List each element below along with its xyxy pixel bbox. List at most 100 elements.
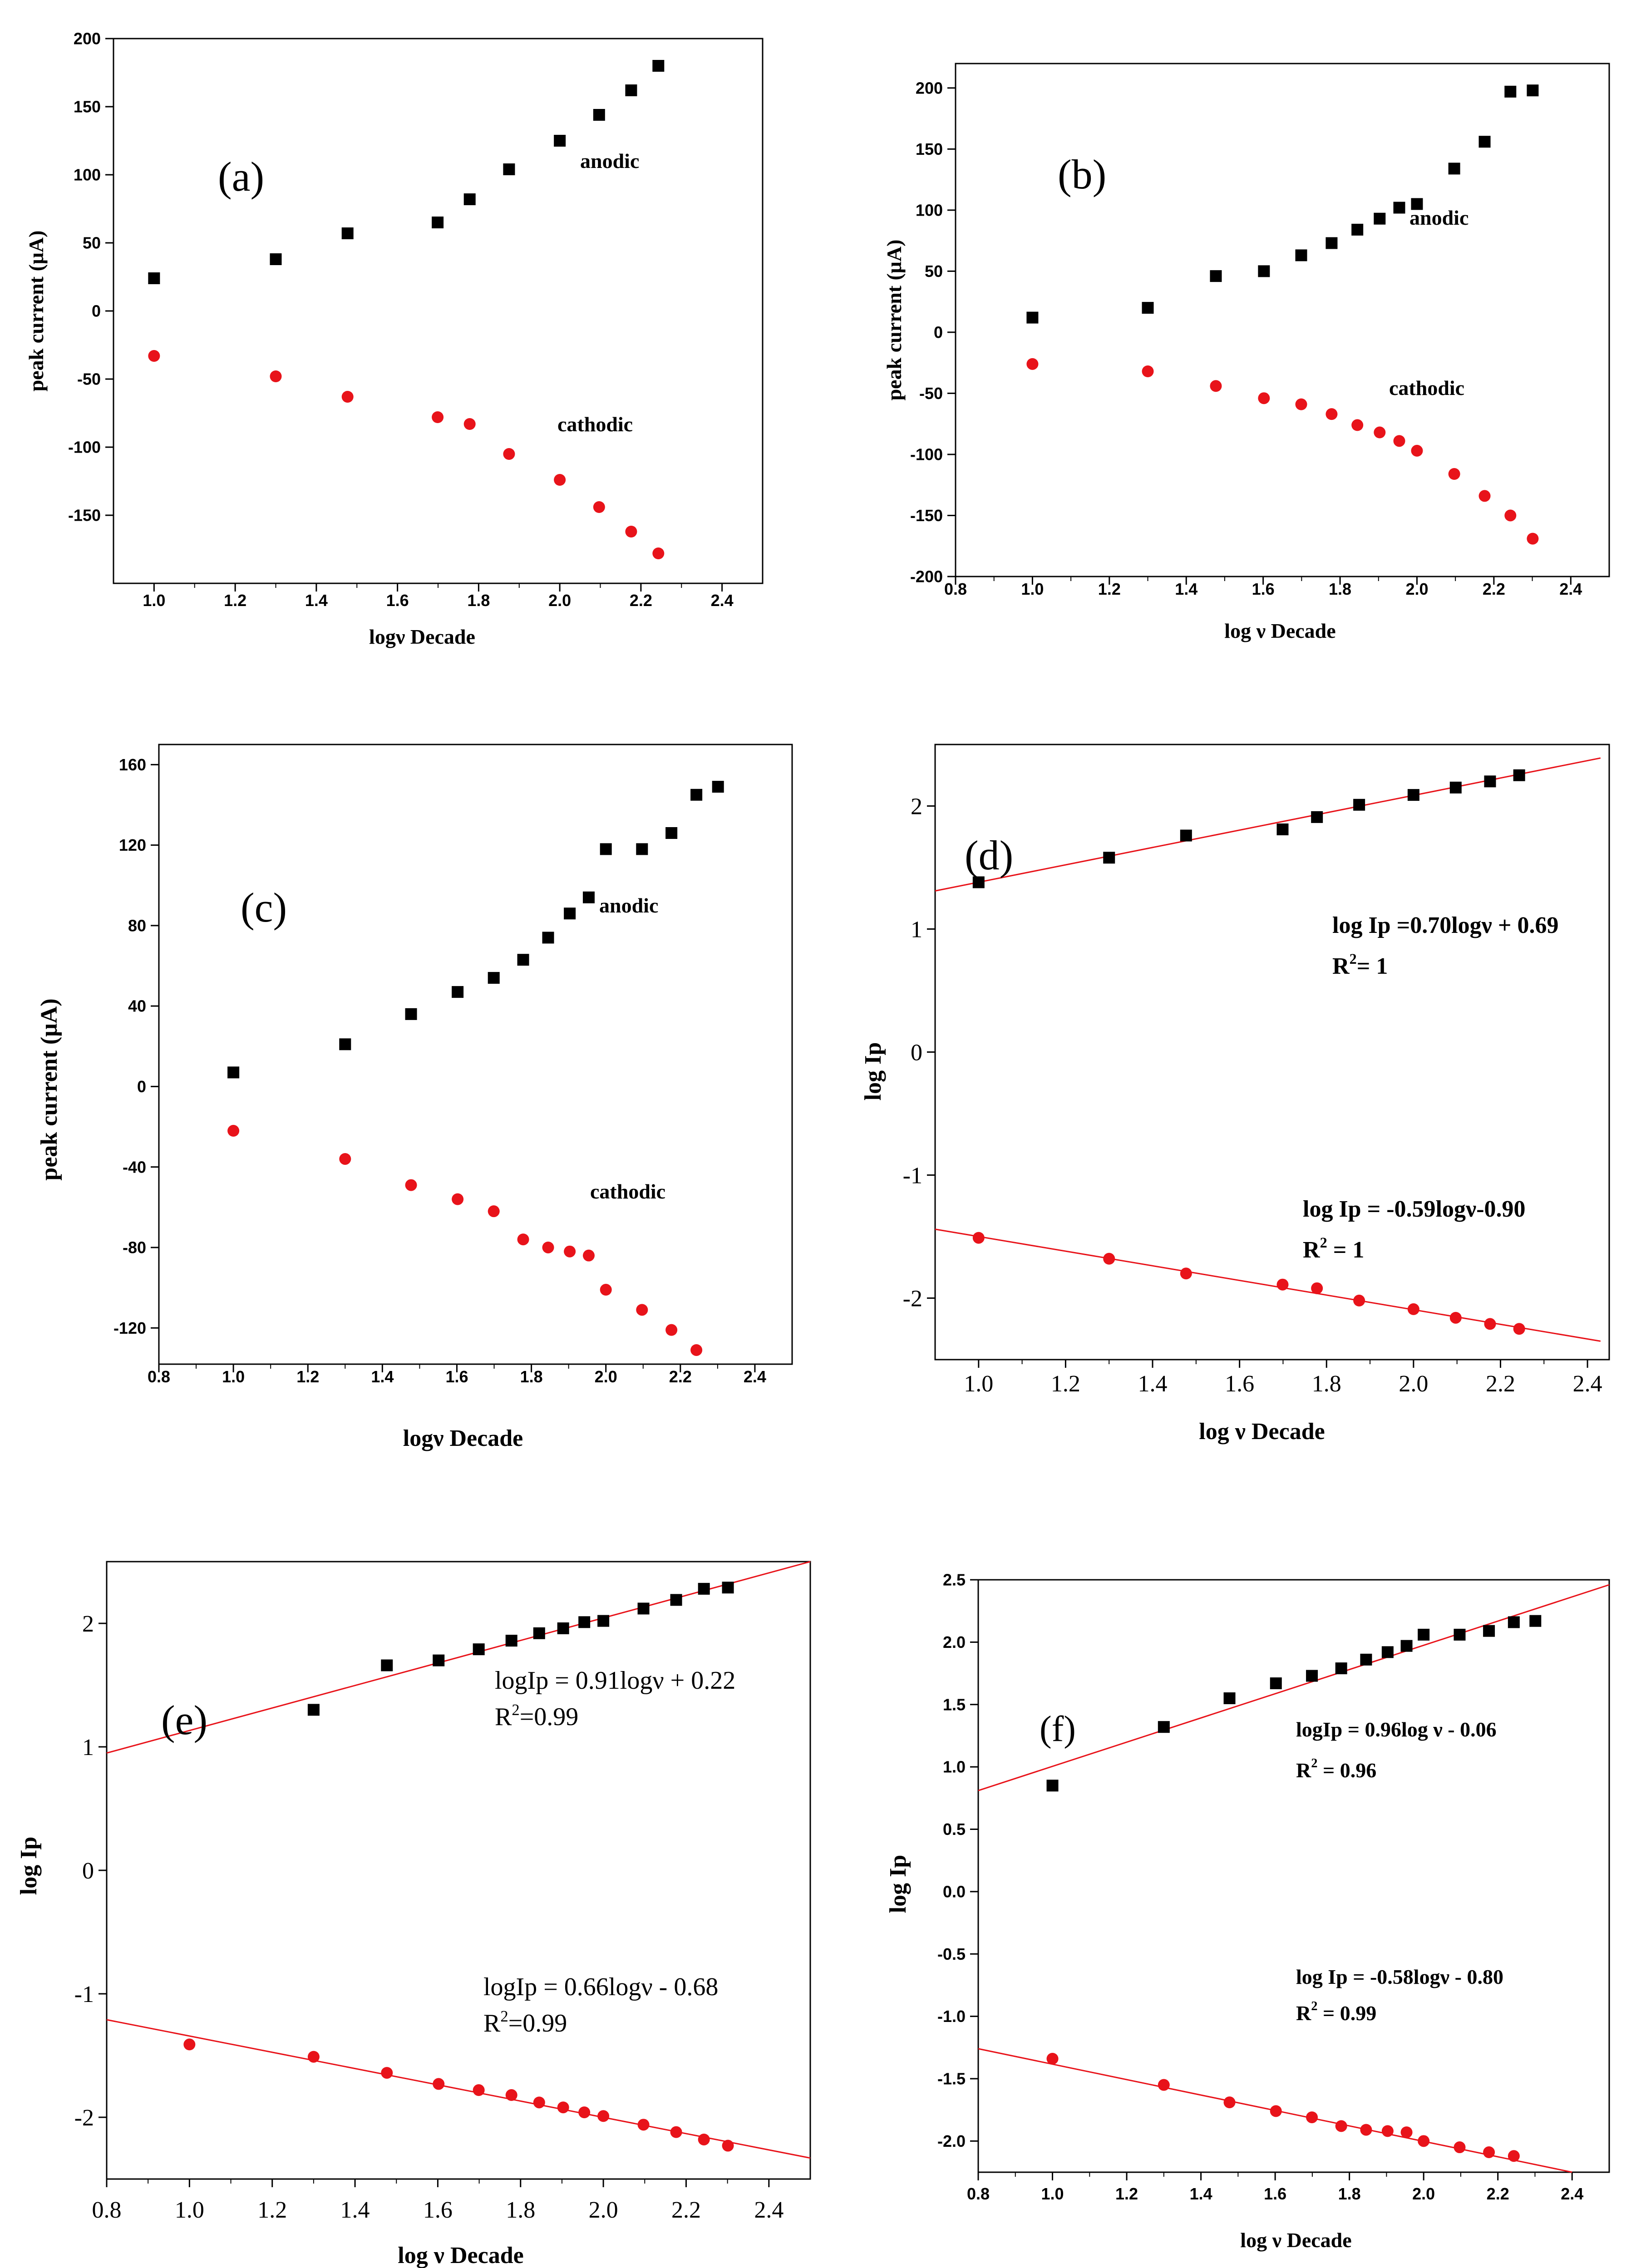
x-tick-label: 1.8: [520, 1367, 543, 1386]
panel-label: (f): [1040, 1709, 1076, 1749]
data-point-cathodic: [1508, 2150, 1520, 2162]
data-point-anodic: [1223, 1692, 1236, 1704]
data-point-cathodic: [554, 474, 566, 486]
data-point-anodic: [557, 1622, 569, 1634]
data-point-cathodic: [542, 1241, 554, 1253]
data-point-anodic: [1306, 1670, 1318, 1682]
data-point-cathodic: [1381, 2125, 1394, 2137]
x-tick-label: 2.2: [1483, 580, 1505, 598]
data-point-cathodic: [503, 448, 515, 460]
y-tick-label: 0.5: [943, 1820, 966, 1839]
data-point-cathodic: [625, 526, 637, 537]
data-point-anodic: [712, 781, 724, 793]
series-label-cathodic: cathodic: [590, 1180, 665, 1203]
x-tick-label: 1.8: [1329, 580, 1351, 598]
y-tick-label: 0: [934, 323, 943, 342]
data-point-cathodic: [405, 1179, 417, 1191]
data-point-anodic: [270, 253, 282, 265]
data-point-anodic: [593, 109, 605, 121]
series-label-cathodic: cathodic: [557, 413, 633, 436]
x-tick-label: 1.8: [1338, 2184, 1361, 2203]
y-tick-label: -40: [123, 1158, 146, 1176]
fit-equation-cathodic: log Ip = -0.59logν-0.90: [1303, 1196, 1526, 1222]
data-point-cathodic: [1351, 419, 1364, 431]
y-axis-label: log Ip: [885, 1855, 911, 1913]
series-label-anodic: anodic: [599, 894, 658, 917]
data-point-anodic: [1046, 1780, 1059, 1792]
panel-label: (d): [965, 832, 1013, 878]
x-tick-label: 2.4: [1573, 1371, 1602, 1397]
x-tick-label: 1.2: [1051, 1371, 1080, 1397]
data-point-anodic: [1258, 265, 1270, 277]
data-point-anodic: [652, 60, 665, 72]
y-tick-label: -200: [910, 567, 943, 586]
fit-equation-anodic: log Ip =0.70logν + 0.69: [1332, 912, 1559, 938]
y-tick-label: 0: [911, 1040, 922, 1066]
chart-panel-b: 0.8 1.0 1.2 1.4 1.6 1.8 2.0 2.2 2.4 200 150 100 50 0 -…: [882, 63, 1610, 642]
panel-label: (b): [1058, 151, 1106, 197]
data-point-anodic: [1411, 198, 1423, 210]
data-point-anodic: [1478, 136, 1491, 148]
data-point-anodic: [578, 1616, 591, 1628]
y-tick-label: 150: [916, 140, 943, 158]
data-point-anodic: [1351, 223, 1364, 236]
data-point-cathodic: [1374, 426, 1386, 439]
y-tick-label: 50: [925, 262, 943, 281]
data-point-anodic: [582, 891, 595, 903]
y-tick-label: 1.5: [943, 1695, 966, 1714]
data-point-cathodic: [227, 1124, 240, 1137]
data-point-anodic: [625, 84, 637, 96]
data-point-anodic: [432, 217, 444, 228]
data-point-cathodic: [582, 1249, 595, 1262]
chart-panel-e: 0.8 1.0 1.2 1.4 1.6 1.8 2.0 2.2 2.4 2 1 0 -1 -2 log ν …: [16, 1561, 811, 2268]
data-point-cathodic: [1407, 1303, 1419, 1315]
data-point-anodic: [1295, 249, 1307, 261]
y-tick-label: -0.5: [937, 1945, 966, 1963]
data-point-anodic: [1210, 270, 1222, 282]
data-point-cathodic: [1454, 2141, 1466, 2154]
x-tick-label: 1.6: [1252, 580, 1275, 598]
data-point-cathodic: [1158, 2079, 1170, 2091]
data-point-cathodic: [665, 1324, 678, 1336]
data-point-anodic: [690, 789, 703, 801]
data-point-cathodic: [1484, 1318, 1496, 1330]
plot-frame: [955, 63, 1610, 577]
data-point-anodic: [405, 1008, 417, 1020]
data-point-cathodic: [307, 2051, 320, 2063]
x-tick-label: 2.2: [671, 2197, 701, 2223]
data-point-anodic: [473, 1643, 485, 1656]
x-tick-label: 1.8: [1312, 1371, 1341, 1397]
plot-frame: [977, 1579, 1610, 2173]
y-tick-label: 160: [119, 755, 146, 774]
chart-panel-f: 0.8 1.0 1.2 1.4 1.6 1.8 2.0 2.2 2.4 2.5 2.0 1.5 1.0 0…: [885, 1571, 1610, 2252]
data-point-anodic: [1407, 789, 1419, 801]
y-tick-label: -120: [113, 1319, 146, 1337]
x-axis-label: log ν Decade: [1224, 619, 1335, 642]
data-point-cathodic: [1258, 392, 1270, 404]
fit-equation-anodic: logIp = 0.91logν + 0.22: [495, 1666, 735, 1695]
y-axis-label: log Ip: [16, 1837, 42, 1895]
x-tick-label: 1.4: [371, 1367, 394, 1386]
data-point-cathodic: [670, 2126, 682, 2138]
data-point-anodic: [148, 272, 160, 284]
data-point-anodic: [1335, 1662, 1347, 1675]
data-point-anodic: [972, 876, 985, 888]
x-tick-label: 2.4: [744, 1367, 766, 1386]
data-point-cathodic: [637, 2119, 650, 2131]
data-point-cathodic: [533, 2096, 545, 2109]
fit-equation-cathodic: logIp = 0.66logν - 0.68: [483, 1973, 718, 2001]
y-tick-label: 2: [82, 1611, 94, 1637]
data-point-cathodic: [1504, 509, 1517, 522]
plot-frame: [113, 38, 764, 584]
x-tick-label: 1.6: [445, 1367, 468, 1386]
data-point-cathodic: [341, 391, 354, 403]
data-point-anodic: [339, 1038, 351, 1050]
y-tick-label: 200: [74, 30, 101, 48]
x-tick-label: 1.8: [467, 591, 490, 610]
data-point-anodic: [533, 1627, 545, 1639]
data-point-cathodic: [1411, 444, 1423, 457]
x-tick-label: 2.4: [754, 2197, 784, 2223]
data-point-anodic: [1103, 852, 1115, 864]
data-point-cathodic: [690, 1344, 703, 1356]
x-tick-label: 2.4: [1559, 580, 1582, 598]
